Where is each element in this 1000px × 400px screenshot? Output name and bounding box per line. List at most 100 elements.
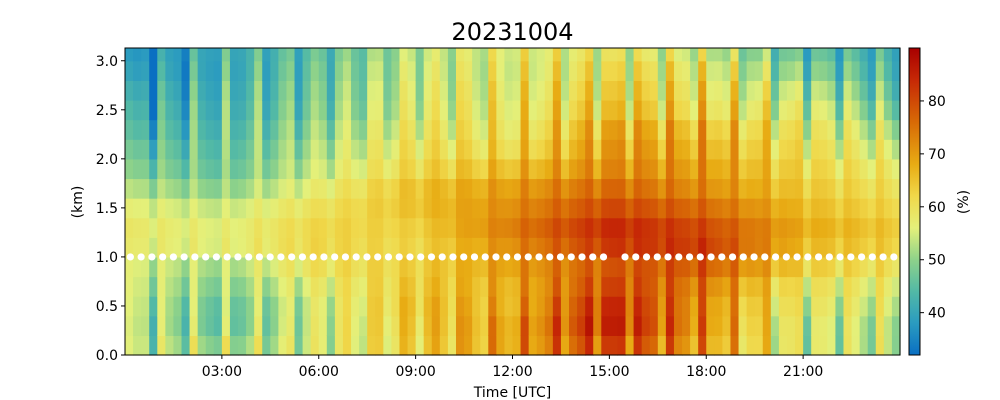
heatmap-cell	[762, 48, 772, 62]
heatmap-cell	[375, 335, 384, 356]
heatmap-cell	[827, 315, 837, 336]
boundary-marker	[180, 253, 188, 261]
heatmap-cell	[609, 99, 619, 121]
heatmap-cell	[447, 198, 457, 219]
heatmap-cell	[439, 276, 449, 297]
heatmap-cell	[641, 119, 651, 140]
heatmap-cell	[447, 178, 457, 199]
heatmap-cell	[213, 335, 223, 356]
heatmap-cell	[173, 237, 183, 258]
heatmap-cell	[431, 158, 441, 180]
heatmap-cell	[415, 335, 425, 356]
heatmap-cell	[682, 139, 691, 160]
heatmap-cell	[278, 60, 288, 81]
heatmap-cell	[819, 60, 828, 81]
heatmap-cell	[286, 335, 296, 356]
heatmap-cell	[334, 296, 344, 317]
heatmap-cell	[472, 198, 481, 219]
heatmap-cell	[431, 48, 441, 62]
heatmap-cell	[423, 296, 433, 317]
heatmap-cell	[141, 237, 150, 258]
boundary-marker	[556, 253, 565, 261]
heatmap-cell	[415, 296, 425, 317]
heatmap-cell	[883, 60, 893, 81]
heatmap-cell	[342, 119, 352, 140]
heatmap-cell	[189, 296, 199, 317]
heatmap-cell	[326, 296, 336, 317]
heatmap-cell	[851, 99, 861, 121]
heatmap-cell	[609, 335, 619, 356]
heatmap-cell	[125, 335, 134, 356]
heatmap-cell	[205, 276, 215, 297]
heatmap-cell	[569, 139, 578, 160]
heatmap-cell	[569, 276, 578, 297]
heatmap-cell	[633, 276, 643, 297]
heatmap-cell	[657, 48, 667, 62]
heatmap-cell	[859, 237, 869, 258]
heatmap-cell	[278, 158, 288, 180]
heatmap-cell	[585, 335, 594, 356]
heatmap-cell	[657, 178, 667, 199]
heatmap-cell	[560, 315, 570, 336]
heatmap-cell	[399, 178, 409, 199]
heatmap-cell	[835, 48, 845, 62]
heatmap-cell	[375, 158, 384, 180]
heatmap-cell	[480, 237, 489, 258]
heatmap-cell	[173, 178, 183, 199]
heatmap-cell	[359, 119, 368, 140]
heatmap-cell	[246, 335, 255, 356]
heatmap-cell	[270, 335, 279, 356]
heatmap-cell	[795, 178, 804, 199]
heatmap-cell	[536, 80, 546, 101]
heatmap-cell	[633, 335, 643, 356]
heatmap-cell	[383, 178, 392, 199]
heatmap-cell	[698, 80, 707, 101]
y-tick-label: 3.0	[96, 54, 118, 70]
heatmap-cell	[496, 60, 506, 81]
heatmap-cell	[819, 237, 828, 258]
heatmap-cell	[318, 48, 328, 62]
heatmap-cell	[181, 139, 191, 160]
heatmap-cell	[504, 198, 514, 219]
heatmap-cell	[310, 256, 320, 278]
heatmap-cell	[399, 315, 409, 336]
heatmap-cell	[795, 119, 804, 140]
boundary-marker	[836, 253, 844, 261]
heatmap-cell	[318, 296, 328, 317]
heatmap-cell	[795, 256, 804, 278]
heatmap-cell	[649, 48, 659, 62]
heatmap-cell	[593, 315, 602, 336]
heatmap-cell	[205, 296, 215, 317]
heatmap-cell	[254, 198, 263, 219]
heatmap-cell	[851, 198, 861, 219]
heatmap-cell	[536, 237, 546, 258]
heatmap-cell	[803, 139, 812, 160]
heatmap-cell	[657, 139, 667, 160]
heatmap-cell	[165, 48, 175, 62]
heatmap-cell	[278, 237, 288, 258]
heatmap-cell	[617, 99, 627, 121]
heatmap-cell	[706, 158, 715, 180]
heatmap-cell	[181, 296, 191, 317]
heatmap-cell	[657, 80, 667, 101]
heatmap-cell	[391, 296, 401, 317]
heatmap-cell	[875, 178, 885, 199]
heatmap-cell	[496, 80, 506, 101]
heatmap-cell	[786, 99, 796, 121]
heatmap-cell	[367, 237, 376, 258]
heatmap-cell	[447, 139, 457, 160]
heatmap-cell	[262, 99, 271, 121]
heatmap-cell	[867, 139, 877, 160]
boundary-marker	[320, 253, 328, 261]
heatmap-cell	[859, 178, 869, 199]
heatmap-cell	[552, 198, 562, 219]
heatmap-cell	[835, 198, 845, 219]
heatmap-cell	[439, 119, 449, 140]
heatmap-cell	[359, 335, 368, 356]
heatmap-cell	[706, 48, 715, 62]
heatmap-cell	[722, 139, 732, 160]
heatmap-cell	[754, 178, 764, 199]
heatmap-cell	[593, 256, 602, 278]
heatmap-cell	[891, 256, 901, 278]
